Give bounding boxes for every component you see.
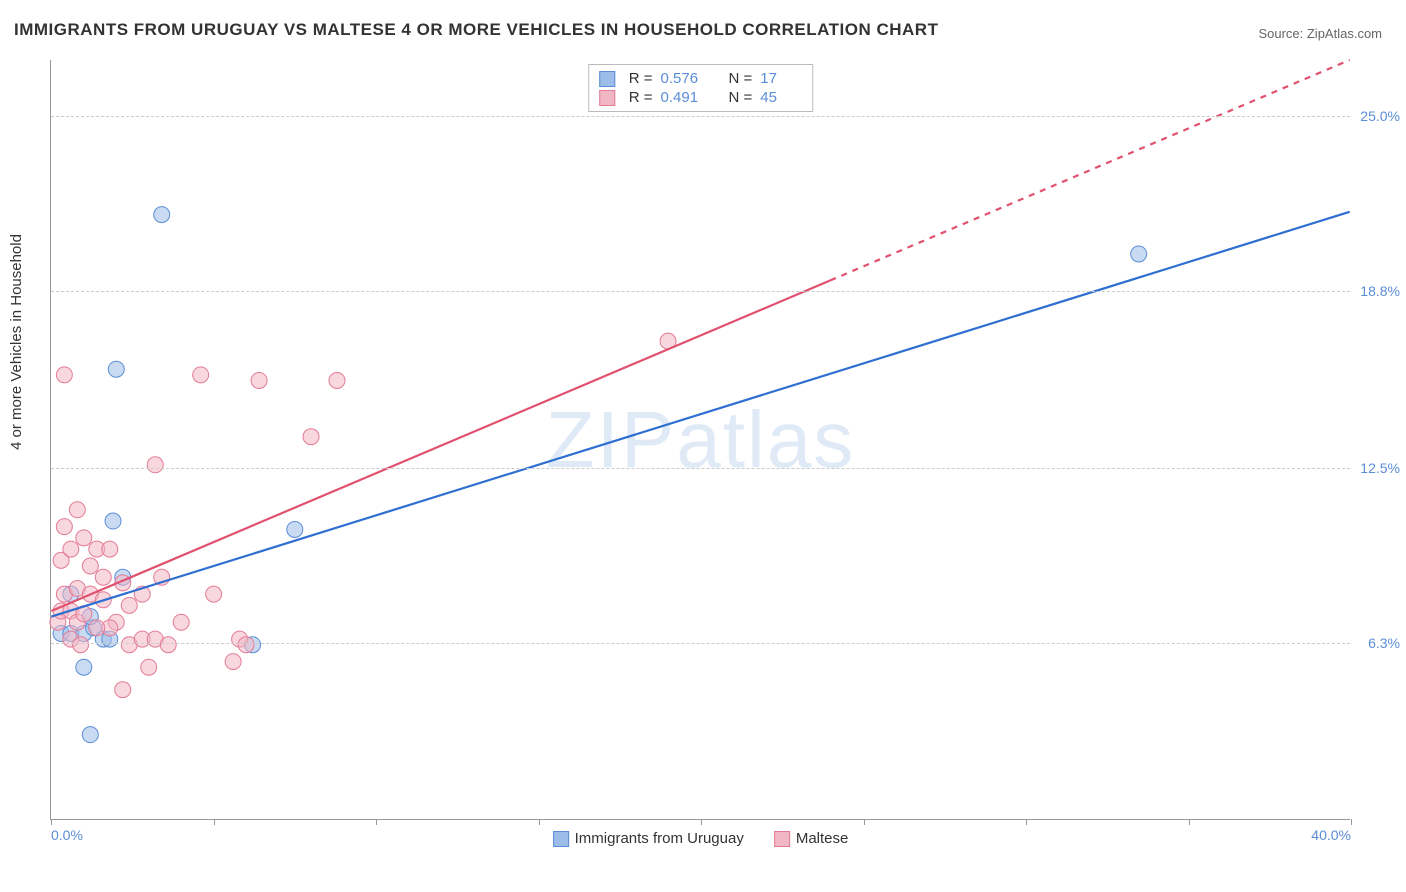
scatter-point	[147, 457, 163, 473]
legend-swatch	[599, 71, 615, 87]
plot-area: ZIPatlas R =0.576N =17R =0.491N =45 Immi…	[50, 60, 1350, 820]
scatter-point	[238, 637, 254, 653]
x-tick	[214, 819, 215, 825]
scatter-point	[102, 541, 118, 557]
legend-series: Immigrants from Uruguay Maltese	[553, 830, 849, 847]
scatter-point	[173, 614, 189, 630]
scatter-point	[303, 429, 319, 445]
x-tick	[376, 819, 377, 825]
legend-label: Maltese	[796, 830, 849, 847]
legend-stats: R =0.576N =17R =0.491N =45	[588, 64, 814, 112]
plot-svg	[51, 60, 1350, 819]
legend-swatch	[553, 831, 569, 847]
x-tick	[1351, 819, 1352, 825]
scatter-point	[56, 367, 72, 383]
y-tick-label: 12.5%	[1354, 460, 1400, 476]
gridline	[51, 468, 1350, 469]
legend-item: Maltese	[774, 830, 849, 847]
legend-stat-row: R =0.576N =17	[599, 69, 803, 88]
scatter-point	[329, 372, 345, 388]
correlation-chart: IMMIGRANTS FROM URUGUAY VS MALTESE 4 OR …	[0, 0, 1406, 892]
scatter-point	[121, 597, 137, 613]
scatter-point	[76, 530, 92, 546]
x-tick	[539, 819, 540, 825]
y-tick-label: 25.0%	[1354, 108, 1400, 124]
legend-stat-row: R =0.491N =45	[599, 88, 803, 107]
x-tick	[864, 819, 865, 825]
scatter-point	[160, 637, 176, 653]
scatter-point	[108, 361, 124, 377]
scatter-point	[89, 620, 105, 636]
scatter-point	[76, 659, 92, 675]
x-tick-label: 40.0%	[1311, 827, 1351, 843]
scatter-point	[1131, 246, 1147, 262]
scatter-point	[56, 519, 72, 535]
scatter-point	[141, 659, 157, 675]
scatter-point	[206, 586, 222, 602]
legend-swatch	[774, 831, 790, 847]
trend-line-dashed	[830, 60, 1349, 280]
source-label: Source: ZipAtlas.com	[1258, 26, 1382, 41]
x-tick-label: 0.0%	[51, 827, 83, 843]
scatter-point	[115, 682, 131, 698]
scatter-point	[154, 207, 170, 223]
scatter-point	[82, 727, 98, 743]
scatter-point	[82, 558, 98, 574]
y-axis-label: 4 or more Vehicles in Household	[8, 234, 25, 450]
gridline	[51, 116, 1350, 117]
trend-line	[51, 212, 1349, 617]
x-tick	[51, 819, 52, 825]
y-tick-label: 6.3%	[1354, 635, 1400, 651]
scatter-point	[63, 541, 79, 557]
legend-item: Immigrants from Uruguay	[553, 830, 744, 847]
scatter-point	[251, 372, 267, 388]
scatter-point	[69, 502, 85, 518]
scatter-point	[73, 637, 89, 653]
y-tick-label: 18.8%	[1354, 283, 1400, 299]
gridline	[51, 291, 1350, 292]
scatter-point	[225, 654, 241, 670]
x-tick	[701, 819, 702, 825]
gridline	[51, 643, 1350, 644]
x-tick	[1189, 819, 1190, 825]
scatter-point	[193, 367, 209, 383]
legend-label: Immigrants from Uruguay	[575, 830, 744, 847]
scatter-point	[95, 569, 111, 585]
trend-line	[51, 280, 830, 611]
chart-title: IMMIGRANTS FROM URUGUAY VS MALTESE 4 OR …	[14, 20, 938, 40]
x-tick	[1026, 819, 1027, 825]
scatter-point	[105, 513, 121, 529]
scatter-point	[287, 521, 303, 537]
legend-swatch	[599, 90, 615, 106]
